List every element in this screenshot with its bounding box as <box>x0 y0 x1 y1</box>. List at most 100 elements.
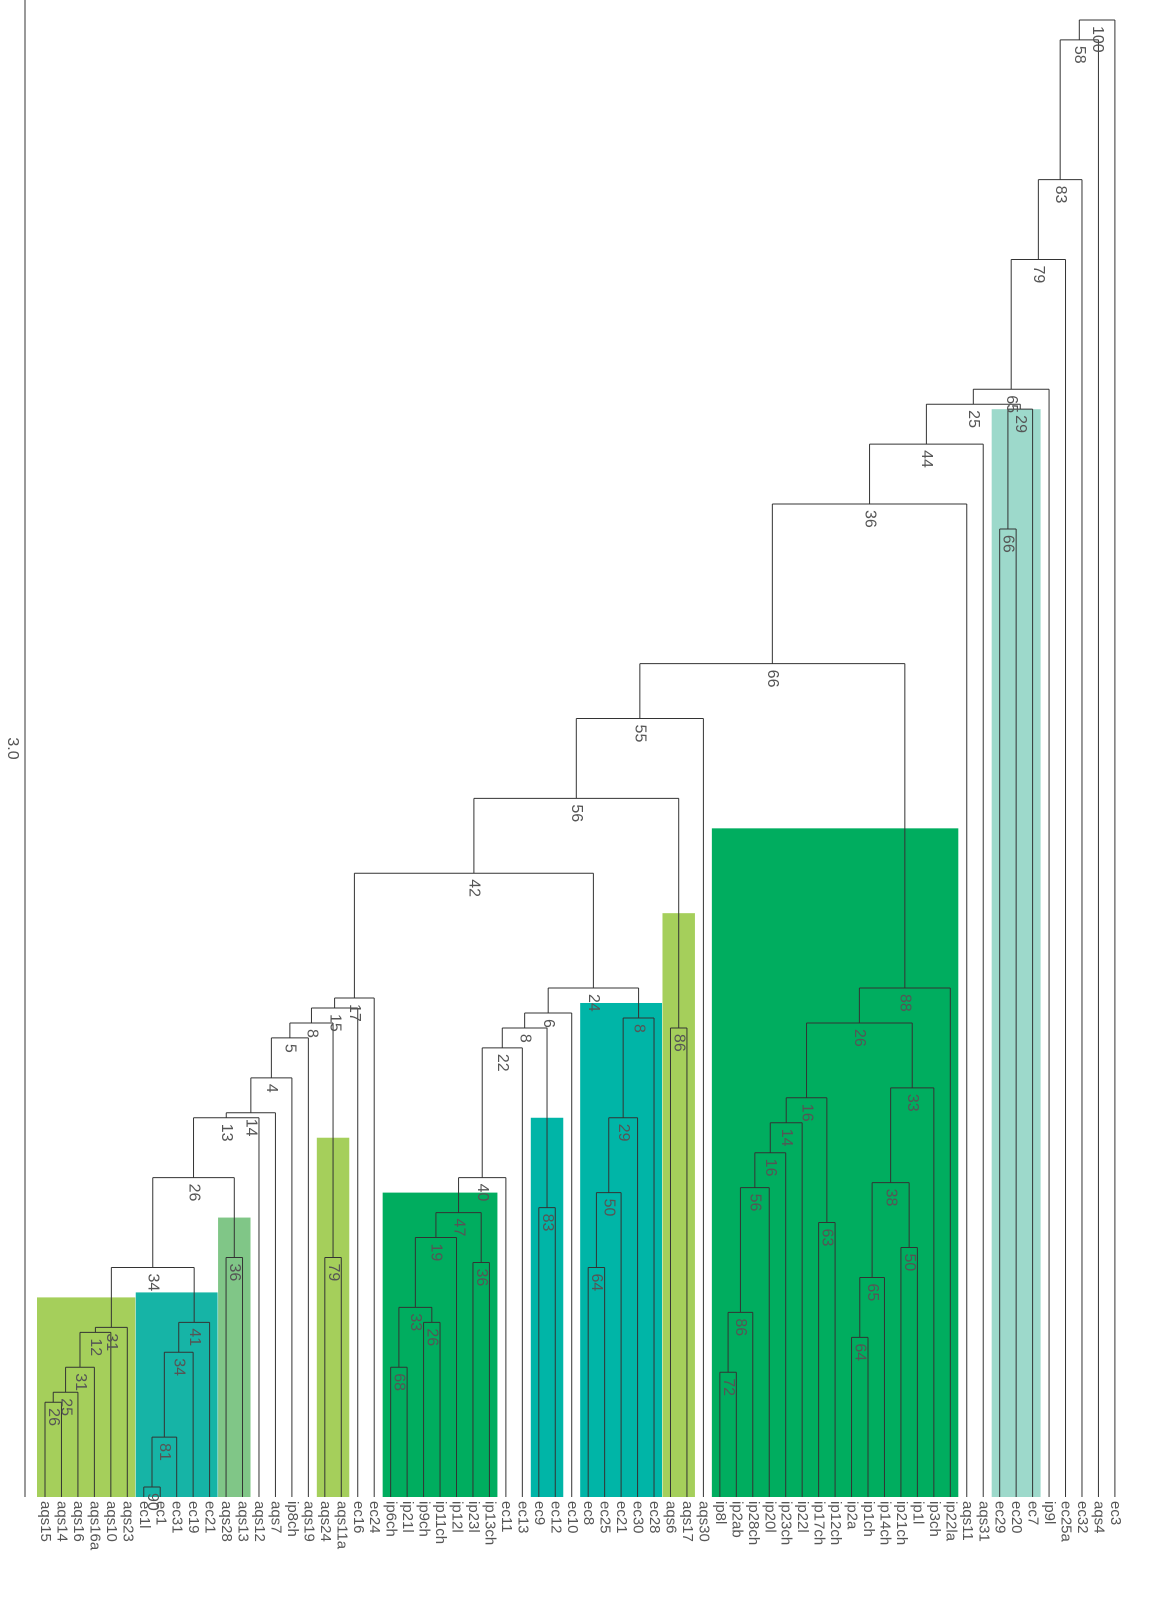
support-label: 86 <box>670 1034 687 1052</box>
support-label: 34 <box>171 1358 188 1376</box>
leaf-label: ec19 <box>185 1501 202 1534</box>
support-label: 79 <box>1030 265 1047 283</box>
leaf-label: ec29 <box>992 1501 1009 1534</box>
leaf-label: ip3ch <box>926 1501 943 1537</box>
support-label: 15 <box>326 1014 343 1032</box>
leaf-label: aqs14 <box>53 1501 70 1542</box>
support-label: 88 <box>897 994 914 1012</box>
leaf-label: ip17ch <box>811 1501 828 1545</box>
branches <box>24 0 1116 1497</box>
leaf-label: ec1 <box>152 1501 169 1525</box>
support-label: 26 <box>851 1029 868 1047</box>
support-label: 33 <box>904 1094 921 1112</box>
support-label: 90 <box>144 1493 161 1511</box>
leaf-label: ec7 <box>1025 1501 1042 1525</box>
leaf-label: ip12ch <box>827 1501 844 1545</box>
leaf-label: aqs6 <box>663 1501 680 1534</box>
support-label: 44 <box>918 450 935 468</box>
leaf-label: aqs24 <box>317 1501 334 1542</box>
leaf-label: aqs11 <box>959 1501 976 1541</box>
support-label: 8 <box>630 1024 647 1033</box>
leaf-label: ip2a <box>844 1501 861 1530</box>
leaf-label: ip22la <box>942 1501 959 1542</box>
support-label: 72 <box>720 1378 737 1396</box>
leaf-label: aqs19 <box>300 1501 317 1542</box>
support-label: 56 <box>747 1194 764 1212</box>
leaf-label: ec25a <box>1058 1501 1075 1543</box>
leaf-label: ec16 <box>350 1501 367 1534</box>
leaf-label: ip28ch <box>745 1501 762 1545</box>
support-label: 14 <box>778 1129 795 1147</box>
support-label: 40 <box>474 1184 491 1202</box>
support-label: 50 <box>901 1254 918 1272</box>
support-label: 19 <box>428 1244 445 1262</box>
support-label: 55 <box>632 725 649 743</box>
leaf-label: aqs12 <box>251 1501 268 1542</box>
support-label: 65 <box>1003 395 1020 413</box>
support-label: 6 <box>540 1019 557 1028</box>
leaf-label: aqs30 <box>695 1501 712 1542</box>
support-label: 14 <box>243 1119 260 1137</box>
support-label: 5 <box>282 1044 299 1053</box>
leaf-label: aqs28 <box>218 1501 235 1542</box>
leaf-label: ip12l <box>449 1501 466 1533</box>
leaf-label: aqs10 <box>103 1501 120 1542</box>
support-label: 36 <box>473 1268 490 1286</box>
support-label: 22 <box>494 1054 511 1072</box>
leaf-label: ip22l <box>794 1501 811 1533</box>
leaf-label: aqs13 <box>235 1501 252 1542</box>
support-label: 24 <box>585 994 602 1012</box>
support-label: 38 <box>882 1189 899 1207</box>
leaf-label: ec3 <box>1107 1501 1124 1525</box>
support-label: 56 <box>568 804 585 822</box>
leaf-label: ec8 <box>580 1501 597 1525</box>
leaf-label: aqs4 <box>1090 1501 1107 1534</box>
leaf-label: ip21ch <box>893 1501 910 1545</box>
leaf-label: ec32 <box>1074 1501 1091 1534</box>
labels: 3.0 aqs15 aqs14 26 aqs16 25 aqs16a 31 aqs10 12 aqs… <box>4 26 1124 1551</box>
leaf-label: ec30 <box>630 1501 647 1534</box>
support-label: 64 <box>852 1343 869 1361</box>
leaf-label: aqs7 <box>267 1501 284 1534</box>
leaf-label: ip20l <box>761 1501 778 1533</box>
leaf-label: ec24 <box>366 1501 383 1534</box>
support-label: 16 <box>762 1159 779 1177</box>
support-label: 83 <box>539 1214 556 1232</box>
support-label: 26 <box>424 1328 441 1346</box>
leaf-label: ip1ch <box>860 1501 877 1537</box>
leaf-label: ip23ch <box>778 1501 795 1545</box>
leaf-label: ip9l <box>1041 1501 1058 1524</box>
leaf-label: ip13ch <box>481 1501 498 1545</box>
leaf-label: ec11 <box>498 1501 515 1532</box>
leaf-label: ec12 <box>547 1501 564 1534</box>
leaf-label: ip6ch <box>383 1501 400 1537</box>
support-label: 65 <box>864 1283 881 1301</box>
support-label: 34 <box>145 1273 162 1291</box>
support-label: 25 <box>965 410 982 428</box>
support-label: 16 <box>798 1104 815 1122</box>
leaf-label: ip2ab <box>728 1501 745 1538</box>
support-label: 8 <box>303 1029 320 1038</box>
support-label: 42 <box>466 879 483 897</box>
support-label: 36 <box>861 510 878 528</box>
leaf-label: aqs11a <box>333 1501 350 1550</box>
support-label: 41 <box>186 1328 203 1346</box>
support-label: 100 <box>1089 26 1106 53</box>
support-label: 68 <box>391 1373 408 1391</box>
support-label: 47 <box>450 1219 467 1237</box>
leaf-label: ip11ch <box>432 1501 449 1544</box>
leaf-label: aqs15 <box>37 1501 54 1542</box>
leaf-label: ec21 <box>202 1501 219 1534</box>
support-label: 33 <box>407 1313 424 1331</box>
support-label: 29 <box>615 1124 632 1142</box>
support-label: 81 <box>156 1443 173 1461</box>
support-label: 29 <box>1012 415 1029 433</box>
support-label: 64 <box>588 1273 605 1291</box>
leaf-label: ec1l <box>136 1501 153 1529</box>
leaf-label: ec9 <box>531 1501 548 1525</box>
support-label: 25 <box>57 1398 74 1416</box>
leaf-label: ec20 <box>1008 1501 1025 1534</box>
leaf-label: ec21 <box>613 1501 630 1534</box>
support-label: 66 <box>764 670 781 688</box>
